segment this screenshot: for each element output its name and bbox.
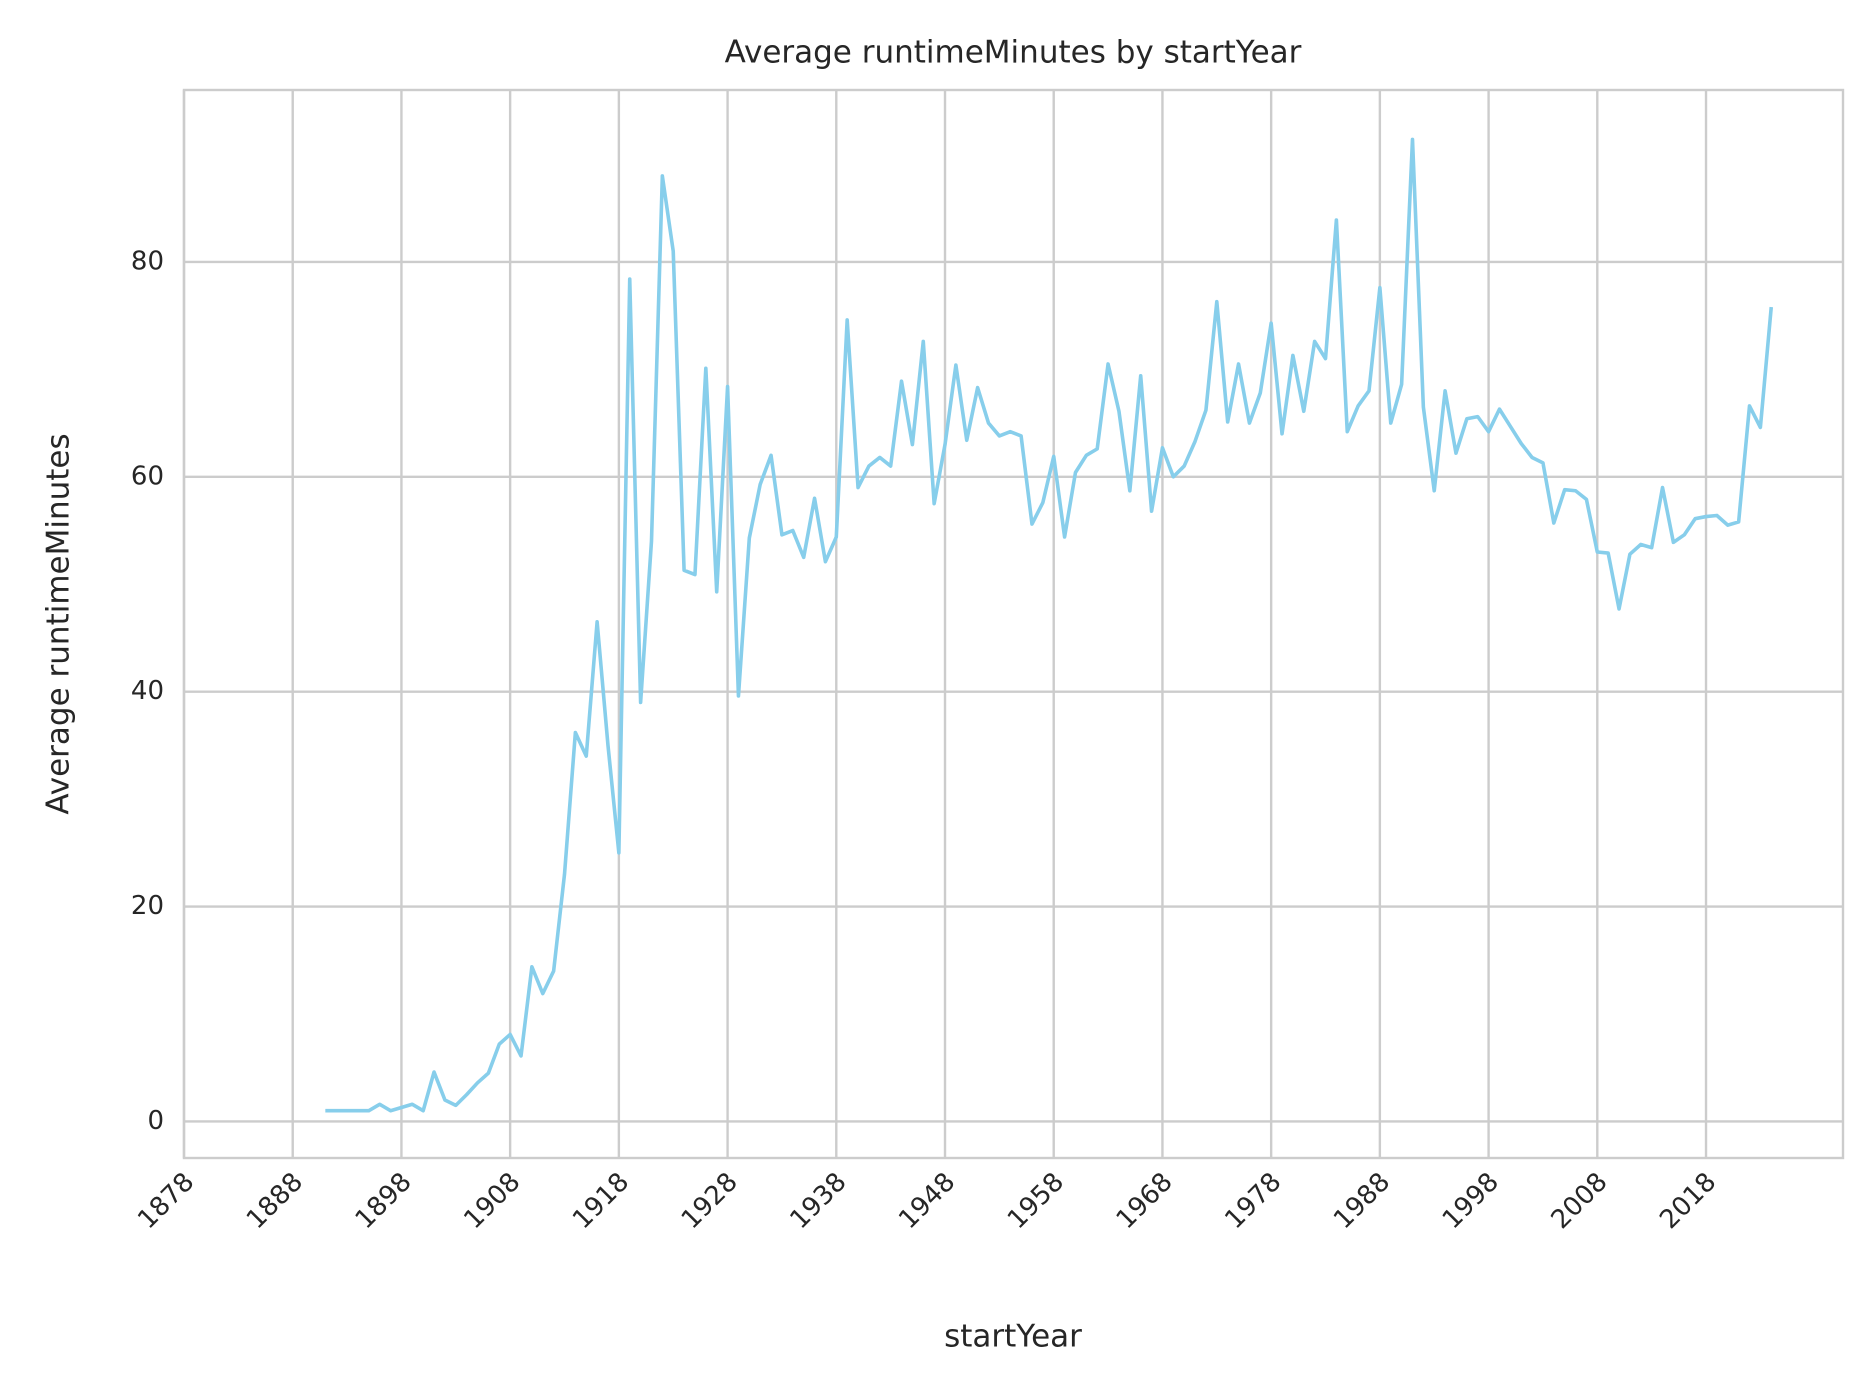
x-tick-label: 1898: [350, 1167, 418, 1235]
y-tick-label: 40: [131, 676, 164, 706]
x-tick-label: 1948: [893, 1167, 961, 1235]
plot-frame: [182, 88, 1845, 1160]
x-tick-label: 1938: [785, 1167, 853, 1235]
y-tick-label: 20: [131, 891, 164, 921]
x-tick-label: 1958: [1002, 1167, 1070, 1235]
x-tick-label: 1908: [458, 1167, 526, 1235]
x-tick-label: 1998: [1437, 1167, 1505, 1235]
x-tick-label: 1918: [567, 1167, 635, 1235]
chart-title: Average runtimeMinutes by startYear: [725, 35, 1302, 71]
x-tick-label: 1978: [1219, 1167, 1287, 1235]
x-axis-label: startYear: [944, 1319, 1082, 1355]
x-tick-label: 2018: [1654, 1167, 1722, 1235]
x-tick-label: 1968: [1111, 1167, 1179, 1235]
y-tick-label: 60: [131, 461, 164, 491]
y-axis-label: Average runtimeMinutes: [41, 433, 77, 814]
y-tick-label: 0: [147, 1106, 164, 1136]
x-tick-label: 1988: [1328, 1167, 1396, 1235]
y-tick-label: 80: [131, 246, 164, 276]
x-tick-label: 2008: [1546, 1167, 1614, 1235]
x-tick-label: 1878: [132, 1167, 200, 1235]
data-line: [325, 137, 1774, 1113]
x-tick-label: 1928: [676, 1167, 744, 1235]
x-tick-label: 1888: [241, 1167, 309, 1235]
